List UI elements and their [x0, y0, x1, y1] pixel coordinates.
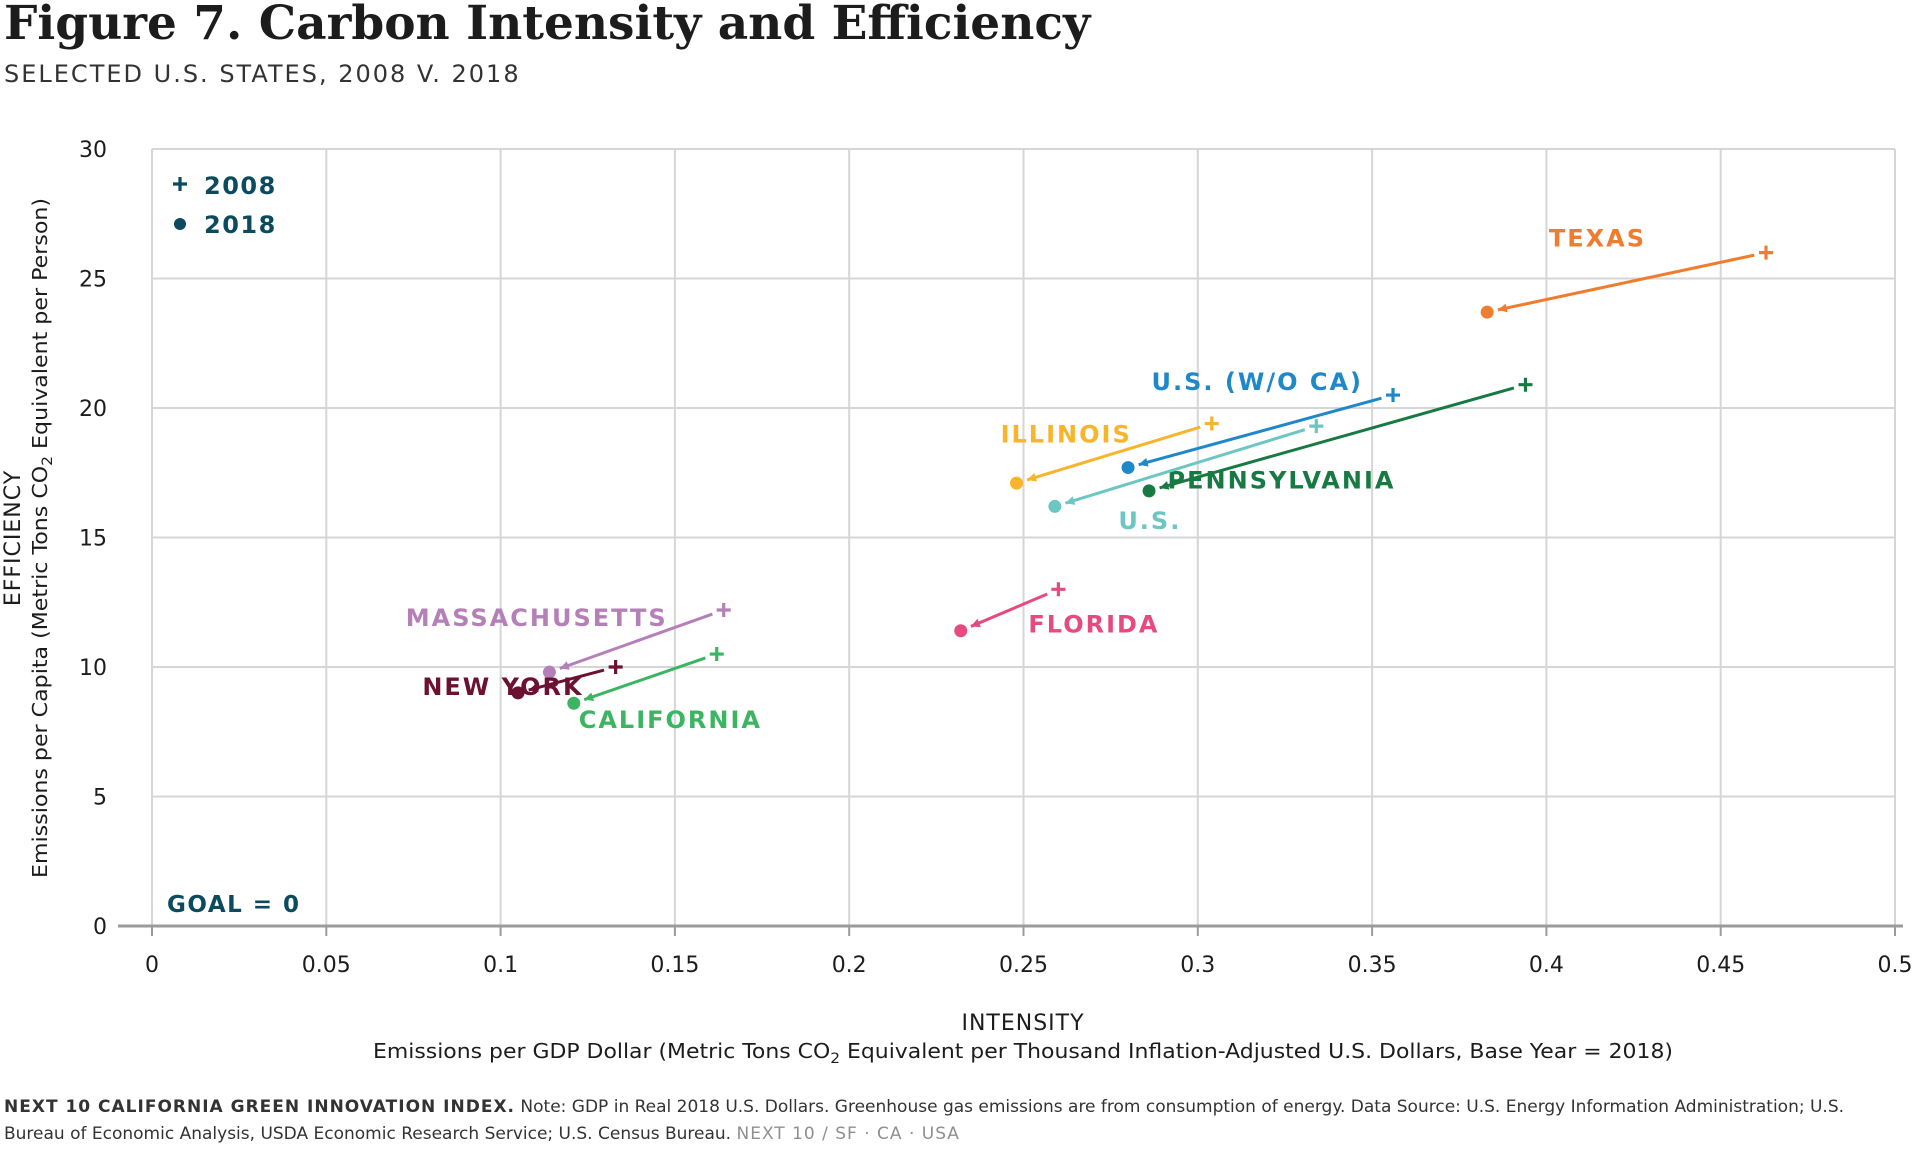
series-label: NEW YORK	[422, 673, 583, 701]
point-2018-dot-marker	[1480, 305, 1494, 319]
y-axis-subtitle-text: Emissions per Capita (Metric Tons CO	[28, 466, 52, 878]
series-arrow-head	[1497, 303, 1508, 313]
legend-dot-marker	[174, 218, 186, 230]
y-tick-label: 25	[79, 268, 107, 293]
legend-label: 2018	[204, 211, 277, 239]
series-arrow-head	[970, 618, 981, 628]
series-arrow-line	[528, 668, 605, 692]
point-2008-plus-marker	[1386, 388, 1401, 403]
series-arrow-line	[1064, 428, 1306, 505]
point-2008-plus-marker	[1204, 416, 1219, 431]
point-2008-plus-marker	[1051, 582, 1066, 597]
point-2008-plus-marker	[716, 603, 731, 618]
point-2008-plus-marker	[608, 660, 623, 674]
series-group: TEXAS	[1480, 225, 1774, 319]
series-arrow-head	[1138, 457, 1149, 467]
series-group: NEW YORK	[422, 660, 623, 701]
point-2008-plus-marker	[1518, 377, 1533, 392]
point-2018-dot-marker	[954, 624, 968, 638]
point-2018-dot-marker	[1010, 476, 1024, 490]
series-label: ILLINOIS	[1001, 421, 1132, 449]
series-label: PENNSYLVANIA	[1168, 467, 1396, 495]
y-axis-subtitle-subscript: 2	[40, 456, 56, 466]
y-tick-label: 0	[93, 915, 107, 940]
x-axis-subtitle-text: Emissions per GDP Dollar (Metric Tons CO	[373, 1039, 830, 1063]
axes: INTENSITY Emissions per GDP Dollar (Metr…	[1, 138, 1913, 1067]
y-tick-label: 30	[79, 138, 107, 163]
point-2018-dot-marker	[1121, 461, 1135, 475]
series-arrow-line	[1497, 253, 1755, 312]
series-label: CALIFORNIA	[579, 706, 762, 734]
point-2008-plus-marker	[1759, 245, 1774, 260]
series-group: FLORIDA	[954, 582, 1159, 638]
y-tick-label: 15	[79, 527, 107, 552]
x-tick-label: 0	[145, 953, 159, 978]
point-2018-dot-marker	[542, 665, 556, 679]
x-tick-label: 0.5	[1878, 953, 1913, 978]
point-2018-dot-marker	[511, 686, 525, 700]
x-tick-label: 0.35	[1348, 953, 1397, 978]
series-arrow-line	[1138, 396, 1382, 467]
x-tick-label: 0.2	[832, 953, 867, 978]
series-arrow-head	[584, 692, 595, 702]
series-group: MASSACHUSETTS	[406, 603, 731, 679]
series-arrow-line	[583, 656, 706, 702]
point-2018-dot-marker	[567, 696, 581, 710]
point-2018-dot-marker	[1142, 484, 1156, 498]
series-arrow-line	[1159, 386, 1515, 490]
series-group: ILLINOIS	[1001, 416, 1219, 490]
x-tick-label: 0.45	[1696, 953, 1745, 978]
series-label: U.S.	[1118, 507, 1181, 535]
y-tick-label: 20	[79, 397, 107, 422]
series-arrow-head	[1159, 481, 1170, 490]
x-axis-subtitle: Emissions per GDP Dollar (Metric Tons CO…	[373, 1039, 1673, 1067]
series-label: TEXAS	[1549, 225, 1646, 253]
x-tick-label: 0.1	[483, 953, 518, 978]
footer-brand: NEXT 10 CALIFORNIA GREEN INNOVATION INDE…	[4, 1097, 516, 1117]
grid-lines	[151, 148, 1896, 926]
x-tick-label: 0.3	[1180, 953, 1215, 978]
y-axis-title: EFFICIENCY	[1, 470, 26, 606]
series-label: U.S. (W/O CA)	[1152, 368, 1363, 396]
series-arrow-head	[1027, 472, 1037, 482]
series-arrow-line	[1026, 425, 1201, 482]
scatter-chart: INTENSITY Emissions per GDP Dollar (Metr…	[1, 138, 1913, 1067]
series-label: MASSACHUSETTS	[406, 604, 668, 632]
goal-annotation: GOAL = 0	[167, 892, 301, 918]
x-axis-subtitle-subscript: 2	[830, 1051, 840, 1067]
figure-title: Figure 7. Carbon Intensity and Efficienc…	[4, 0, 1091, 51]
x-tick-label: 0.25	[999, 953, 1048, 978]
footer-note-text: Note: GDP in Real 2018 U.S. Dollars. Gre…	[4, 1097, 1845, 1144]
figure-subtitle: SELECTED U.S. STATES, 2008 V. 2018	[4, 60, 521, 88]
footer-tagline: NEXT 10 / SF · CA · USA	[736, 1124, 960, 1144]
series-arrow-line	[970, 592, 1048, 628]
series-group: U.S. (W/O CA)	[1121, 368, 1401, 475]
x-tick-label: 0.15	[650, 953, 699, 978]
footer-note: NEXT 10 CALIFORNIA GREEN INNOVATION INDE…	[4, 1094, 1884, 1148]
series-group: CALIFORNIA	[567, 647, 762, 734]
series-group: PENNSYLVANIA	[1142, 377, 1533, 498]
y-tick-label: 10	[79, 656, 107, 681]
x-tick-label: 0.4	[1529, 953, 1564, 978]
legend-plus-marker	[173, 177, 187, 191]
point-2018-dot-marker	[1048, 499, 1062, 513]
series-label: FLORIDA	[1028, 610, 1159, 638]
series-arrow-head	[559, 661, 570, 670]
x-axis-title: INTENSITY	[961, 1011, 1084, 1036]
data-series: TEXAS U.S. (W/O CA) PENNSYLVANIA ILLINOIS U.…	[406, 225, 1774, 734]
y-axis-subtitle-text-end: Equivalent per Person)	[28, 198, 52, 456]
x-axis-subtitle-text-end: Equivalent per Thousand Inflation-Adjust…	[840, 1039, 1673, 1063]
y-tick-label: 5	[93, 786, 107, 811]
series-group: U.S.	[1048, 419, 1324, 535]
x-tick-label: 0.05	[302, 953, 351, 978]
legend-label: 2008	[204, 172, 277, 200]
point-2008-plus-marker	[709, 647, 724, 662]
legend: 2008 2018	[173, 172, 277, 239]
series-arrow-head	[1065, 496, 1076, 505]
y-axis-subtitle: Emissions per Capita (Metric Tons CO2 Eq…	[28, 198, 56, 878]
series-arrow-head	[528, 683, 539, 693]
series-arrow-line	[559, 612, 713, 670]
point-2008-plus-marker	[1309, 419, 1324, 434]
